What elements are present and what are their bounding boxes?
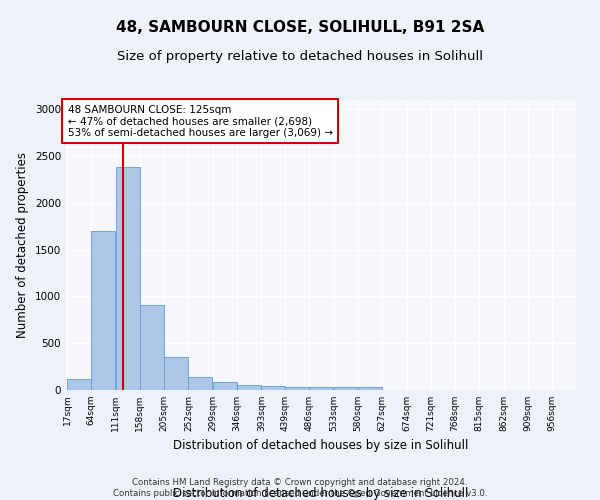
Text: 48, SAMBOURN CLOSE, SOLIHULL, B91 2SA: 48, SAMBOURN CLOSE, SOLIHULL, B91 2SA (116, 20, 484, 35)
Y-axis label: Number of detached properties: Number of detached properties (16, 152, 29, 338)
Bar (140, 305, 164, 390)
Text: Contains HM Land Registry data © Crown copyright and database right 2024.
Contai: Contains HM Land Registry data © Crown c… (113, 478, 487, 498)
Text: Distribution of detached houses by size in Solihull: Distribution of detached houses by size … (173, 440, 469, 452)
Bar (285, 386, 309, 390)
Bar (164, 358, 188, 390)
Bar (116, 168, 140, 390)
Bar (310, 387, 334, 390)
X-axis label: Distribution of detached houses by size in Solihull: Distribution of detached houses by size … (173, 487, 469, 500)
Bar (334, 387, 358, 390)
Text: 48 SAMBOURN CLOSE: 125sqm
← 47% of detached houses are smaller (2,698)
53% of se: 48 SAMBOURN CLOSE: 125sqm ← 47% of detac… (68, 104, 332, 138)
Bar (358, 387, 382, 390)
Bar (237, 385, 261, 390)
Bar (213, 382, 237, 390)
Bar (262, 386, 286, 390)
Bar (188, 377, 212, 390)
Text: Size of property relative to detached houses in Solihull: Size of property relative to detached ho… (117, 50, 483, 63)
Bar (91, 231, 115, 390)
Bar (67, 379, 91, 390)
